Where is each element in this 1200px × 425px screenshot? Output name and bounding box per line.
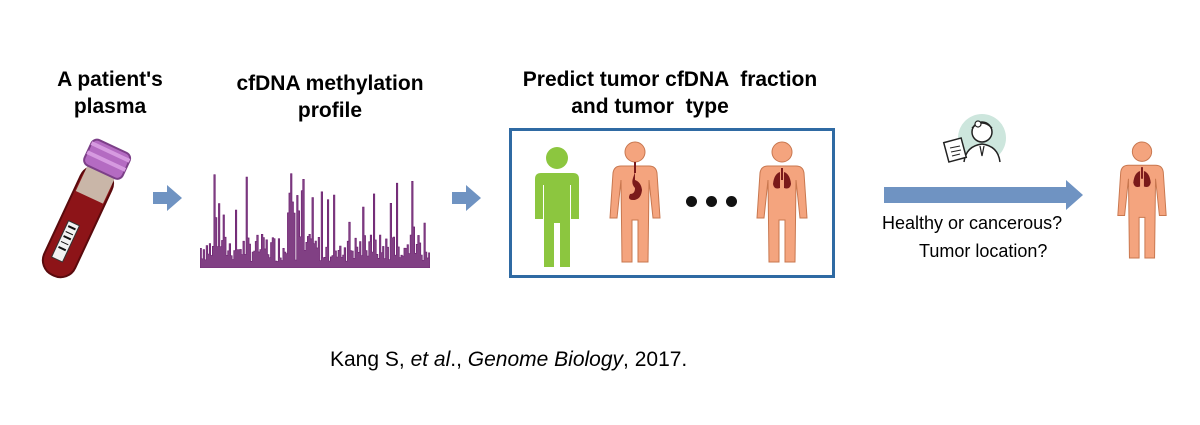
predict-heading: Predict tumor cfDNA fraction and tumor t… [490,66,850,120]
methylation-profile-plot [200,173,430,268]
plasma-heading-line2: plasma [73,95,147,118]
ellipsis-dots [686,196,740,208]
result-person-icon [1117,141,1167,259]
citation-year: , 2017. [623,348,688,371]
blood-tube-icon [41,138,132,279]
lung-cancer-person-icon [756,141,808,263]
citation-journal: Genome Biology [467,348,624,371]
arrow-right-long-icon [884,180,1083,210]
methylation-heading-line2: profile [297,99,363,122]
methylation-heading-line1: cfDNA methylation [236,72,424,95]
healthy-or-cancerous-question: Healthy or cancerous? [882,213,1063,233]
citation-author: Kang S, [330,348,411,371]
arrow-right-icon-1 [153,185,182,211]
predict-heading-line1: Predict tumor cfDNA fraction [522,68,818,91]
dot-icon [706,196,717,207]
plasma-heading: A patient's plasma [30,66,190,120]
dot-icon [726,196,737,207]
predict-heading-line2: and tumor type [571,95,729,118]
citation-sep: ., [450,348,468,371]
dot-icon [686,196,697,207]
stomach-cancer-person-icon [609,141,661,263]
citation: Kang S, et al., Genome Biology, 2017. [330,348,687,372]
methylation-signal [200,173,430,268]
plasma-heading-line1: A patient's [57,68,163,91]
doctor-icon [942,114,1006,163]
prediction-box [509,128,835,278]
methylation-heading: cfDNA methylation profile [205,70,455,124]
healthy-person-icon [535,147,579,267]
tumor-location-question: Tumor location? [919,241,1048,261]
arrow-right-icon-2 [452,185,481,211]
citation-etal: et al [410,348,451,371]
